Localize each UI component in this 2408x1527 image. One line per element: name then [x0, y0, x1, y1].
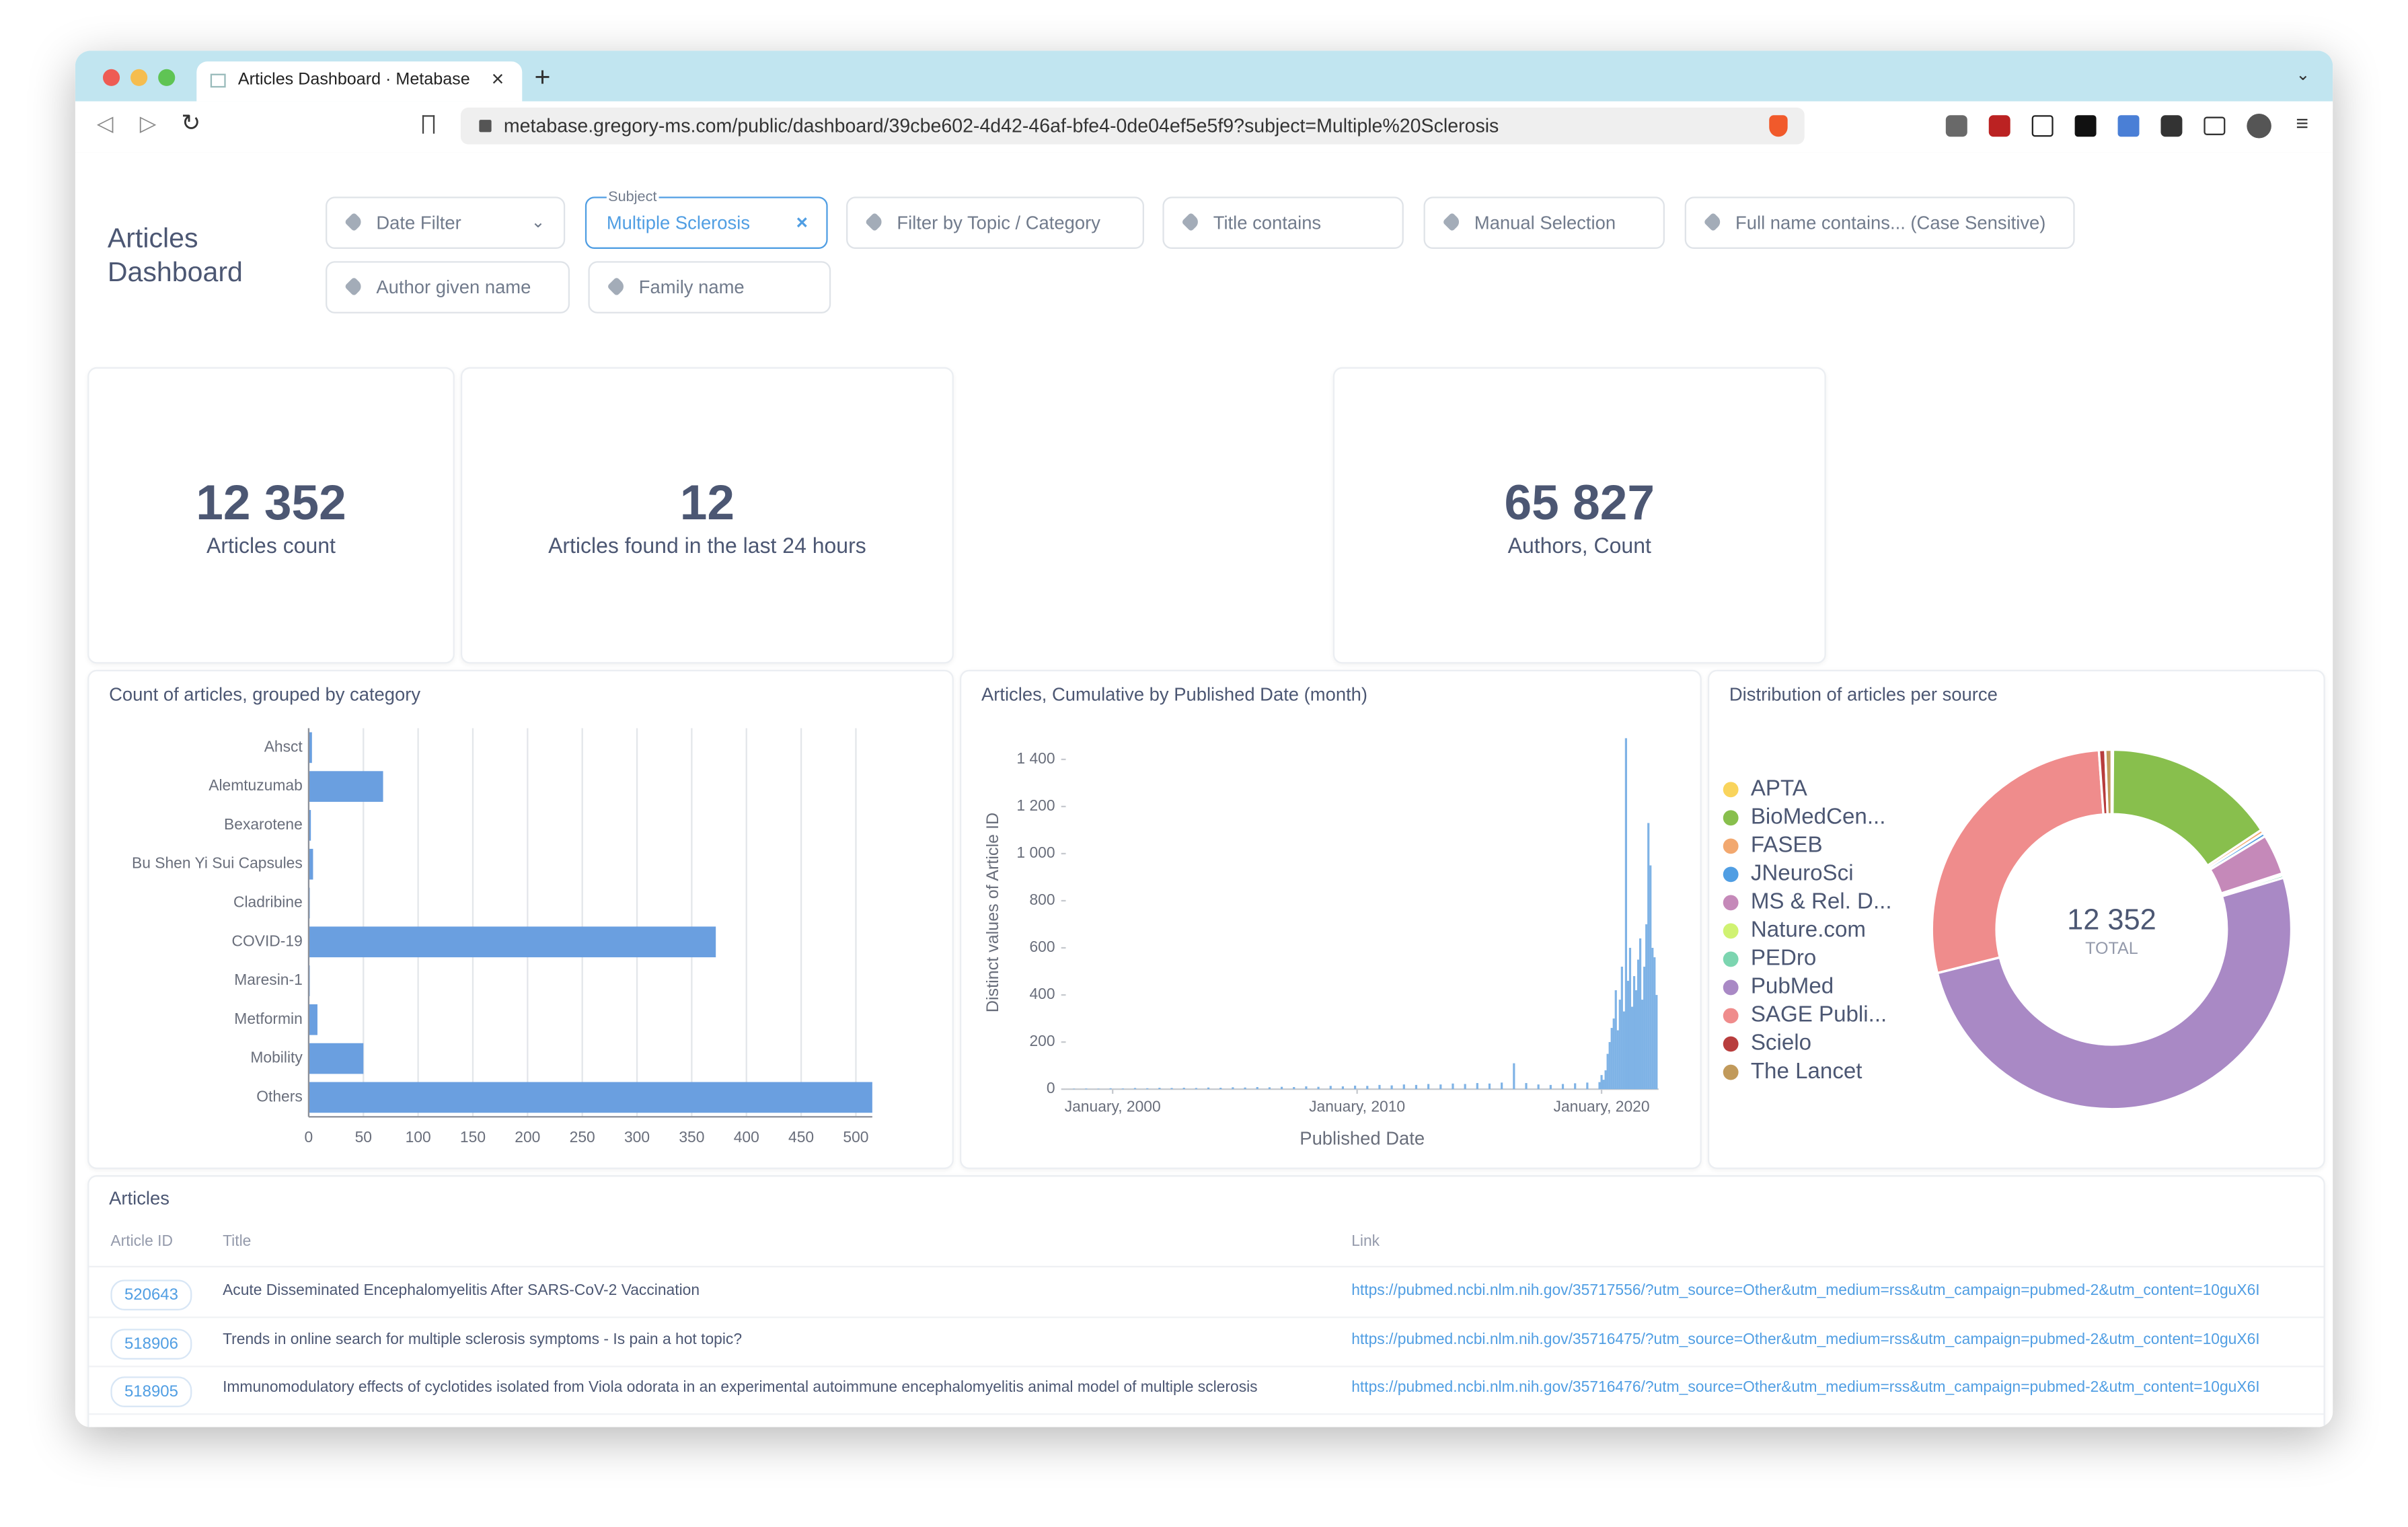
url: metabase.gregory-ms.com/public/dashboard…	[503, 115, 1499, 137]
filter[interactable]: Author given name	[326, 261, 570, 313]
article-link[interactable]: https://pubmed.ncbi.nlm.nih.gov/35716475…	[1351, 1331, 2260, 1348]
row-rule	[89, 1365, 2324, 1367]
filter[interactable]: Title contains	[1162, 196, 1404, 249]
filter-value: Multiple Sclerosis	[606, 212, 751, 234]
article-id[interactable]: 518905	[110, 1376, 192, 1407]
filter-name: Subject	[606, 188, 659, 208]
bookmark[interactable]	[422, 115, 435, 134]
browser-window: Articles Dashboard · Metabase × + ⌄ ◁ ▷ …	[75, 50, 2333, 1427]
extension[interactable]	[1988, 115, 2010, 137]
menu[interactable]: ≡	[2296, 110, 2309, 135]
profile[interactable]	[2247, 113, 2271, 139]
scalar-card: 12 352 Articles count	[87, 367, 455, 664]
filter[interactable]: Full name contains... (Case Sensitive)	[1684, 196, 2075, 249]
clear-filter[interactable]: ×	[796, 210, 808, 234]
scalar-card: 65 827 Authors, Count	[1332, 367, 1826, 664]
scalar-label: Articles count	[206, 533, 336, 558]
row-rule	[89, 1413, 2324, 1415]
row-rule	[89, 1316, 2324, 1318]
table-card: Articles Article ID Title Link 520643 Acute D…	[87, 1175, 2325, 1427]
column-header[interactable]: Article ID	[110, 1233, 174, 1251]
article-id[interactable]: 520643	[110, 1279, 192, 1310]
filter-label: Filter by Topic / Category	[897, 212, 1100, 234]
brave-shield[interactable]	[1769, 115, 1788, 137]
scalar-value: 12 352	[196, 474, 346, 530]
article-link[interactable]: https://pubmed.ncbi.nlm.nih.gov/35716476…	[1351, 1379, 2260, 1396]
filter-icon	[1442, 212, 1462, 232]
address-bar[interactable]: metabase.gregory-ms.com/public/dashboard…	[460, 107, 1805, 145]
filter-icon	[344, 212, 364, 232]
column-header[interactable]: Link	[1351, 1233, 1380, 1251]
tab-icon	[210, 73, 226, 88]
filter-icon	[1703, 212, 1723, 232]
article-link[interactable]: https://pubmed.ncbi.nlm.nih.gov/35717556…	[1351, 1282, 2260, 1300]
column-header[interactable]: Title	[223, 1233, 252, 1251]
title-bar: Articles Dashboard · Metabase × + ⌄	[75, 50, 2333, 102]
article-title: Acute Disseminated Encephalomyelitis Aft…	[223, 1282, 700, 1300]
article-title: Immunomodulatory effects of cyclotides i…	[223, 1379, 1258, 1396]
filter[interactable]: Subject Multiple Sclerosis ×	[585, 188, 828, 249]
filter[interactable]: Manual Selection	[1423, 196, 1665, 249]
reload[interactable]: ↻	[181, 110, 201, 137]
filter[interactable]: Filter by Topic / Category	[846, 196, 1144, 249]
filter-label: Family name	[638, 276, 745, 299]
minimize-dot[interactable]	[130, 69, 148, 86]
extension[interactable]	[1945, 115, 1967, 137]
wallet[interactable]	[2204, 116, 2226, 135]
tab-close[interactable]: ×	[491, 66, 504, 91]
scalar-label: Authors, Count	[1507, 533, 1651, 558]
filter-icon	[607, 276, 627, 297]
filter-label: Full name contains... (Case Sensitive)	[1735, 212, 2046, 234]
dashboard: Articles Dashboard Date Filter ⌄ Subject Mu…	[75, 152, 2333, 1427]
scalar-value: 65 827	[1504, 474, 1655, 530]
nav-bar: ◁ ▷ ↻ metabase.gregory-ms.com/public/das…	[75, 101, 2333, 154]
dashboard-title: Articles Dashboard	[107, 223, 243, 288]
filter[interactable]: Family name	[588, 261, 831, 313]
chart-title: Count of articles, grouped by category	[109, 683, 421, 706]
filter-label: Manual Selection	[1474, 212, 1616, 234]
lock-icon	[479, 120, 492, 133]
forward[interactable]: ▷	[139, 110, 157, 135]
filter-icon	[1181, 212, 1201, 232]
filter-label: Date Filter	[376, 212, 461, 234]
new-tab[interactable]: +	[534, 61, 551, 93]
tab[interactable]: Articles Dashboard · Metabase ×	[196, 61, 523, 102]
back[interactable]: ◁	[96, 110, 114, 135]
article-title: Trends in online search for multiple scl…	[223, 1331, 743, 1348]
extension[interactable]	[2031, 115, 2054, 137]
chart-card: Distribution of articles per source	[1707, 669, 2325, 1169]
scalar-value: 12	[679, 474, 735, 530]
scalar-label: Articles found in the last 24 hours	[548, 533, 866, 558]
filter-label: Author given name	[376, 276, 531, 299]
filter-label: Title contains	[1213, 212, 1322, 234]
chart-title: Distribution of articles per source	[1729, 683, 1998, 706]
tab-menu[interactable]: ⌄	[2296, 66, 2310, 85]
extension[interactable]	[2117, 115, 2140, 137]
scalar-card: 12 Articles found in the last 24 hours	[460, 367, 954, 664]
table-title: Articles	[109, 1187, 170, 1209]
close-dot[interactable]	[102, 69, 120, 86]
filter-icon	[344, 276, 364, 297]
dropdown: ⌄	[531, 213, 545, 232]
extension[interactable]	[2074, 115, 2097, 137]
filter-icon	[864, 212, 885, 232]
zoom-dot[interactable]	[158, 69, 176, 86]
chart-card: Count of articles, grouped by category	[87, 669, 954, 1169]
article-id[interactable]: 518906	[110, 1328, 192, 1359]
filter[interactable]: Date Filter ⌄	[326, 196, 566, 249]
chart-card: Articles, Cumulative by Published Date (…	[960, 669, 1702, 1169]
chart-title: Articles, Cumulative by Published Date (…	[981, 683, 1368, 706]
extensions-menu[interactable]	[2160, 115, 2183, 137]
tab-title: Articles Dashboard · Metabase	[237, 71, 470, 89]
header-rule	[89, 1265, 2324, 1268]
